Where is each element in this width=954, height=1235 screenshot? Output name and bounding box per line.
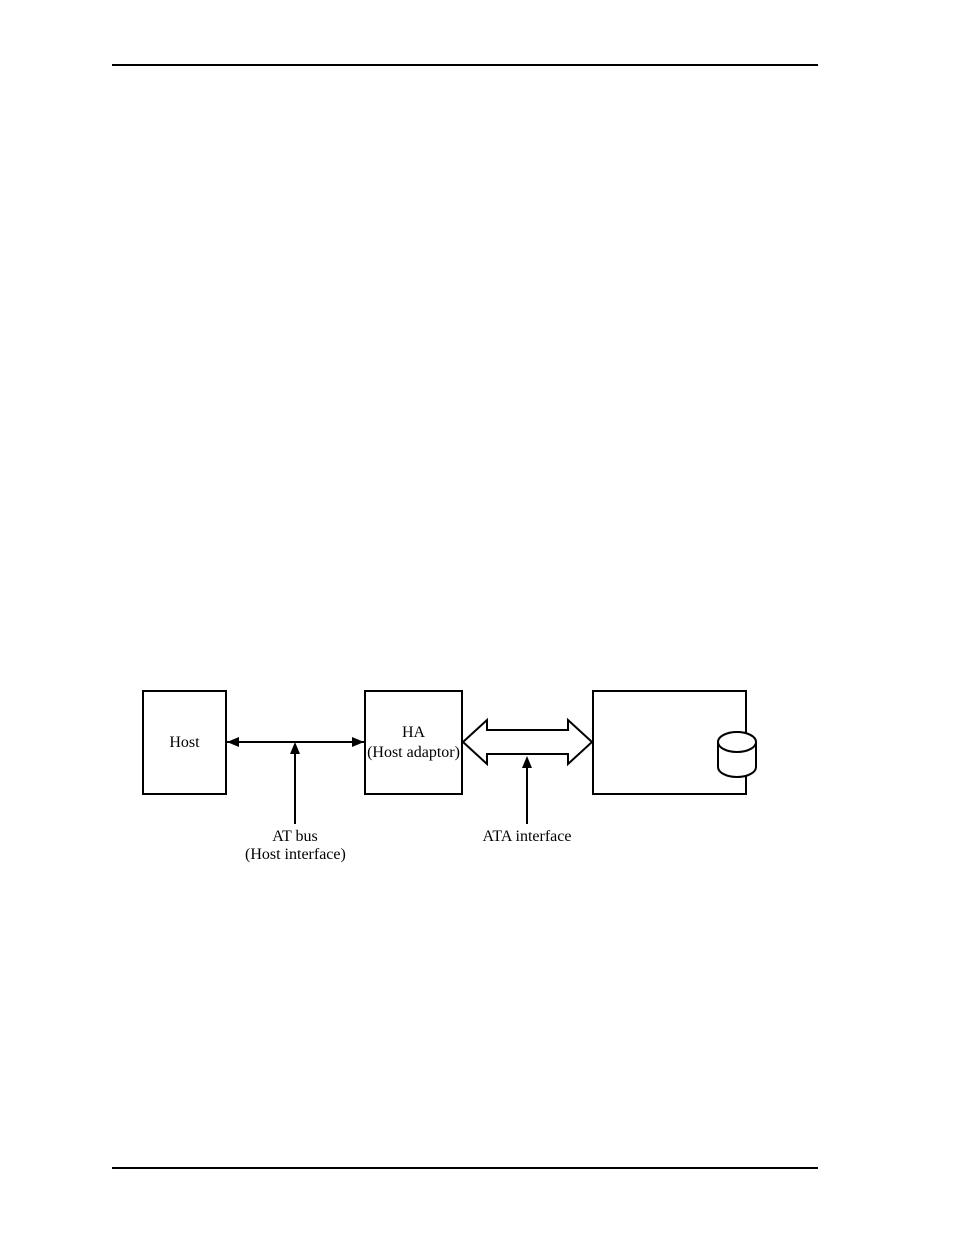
block-diagram: Host HA (Host adaptor) (112, 690, 818, 890)
label-ata-interface: ATA interface (477, 828, 577, 846)
label-ata-text: ATA interface (483, 828, 572, 845)
pointer-ata-interface (112, 690, 818, 890)
rule-top (112, 64, 818, 66)
rule-bottom (112, 1167, 818, 1169)
page: Host HA (Host adaptor) (0, 0, 954, 1235)
